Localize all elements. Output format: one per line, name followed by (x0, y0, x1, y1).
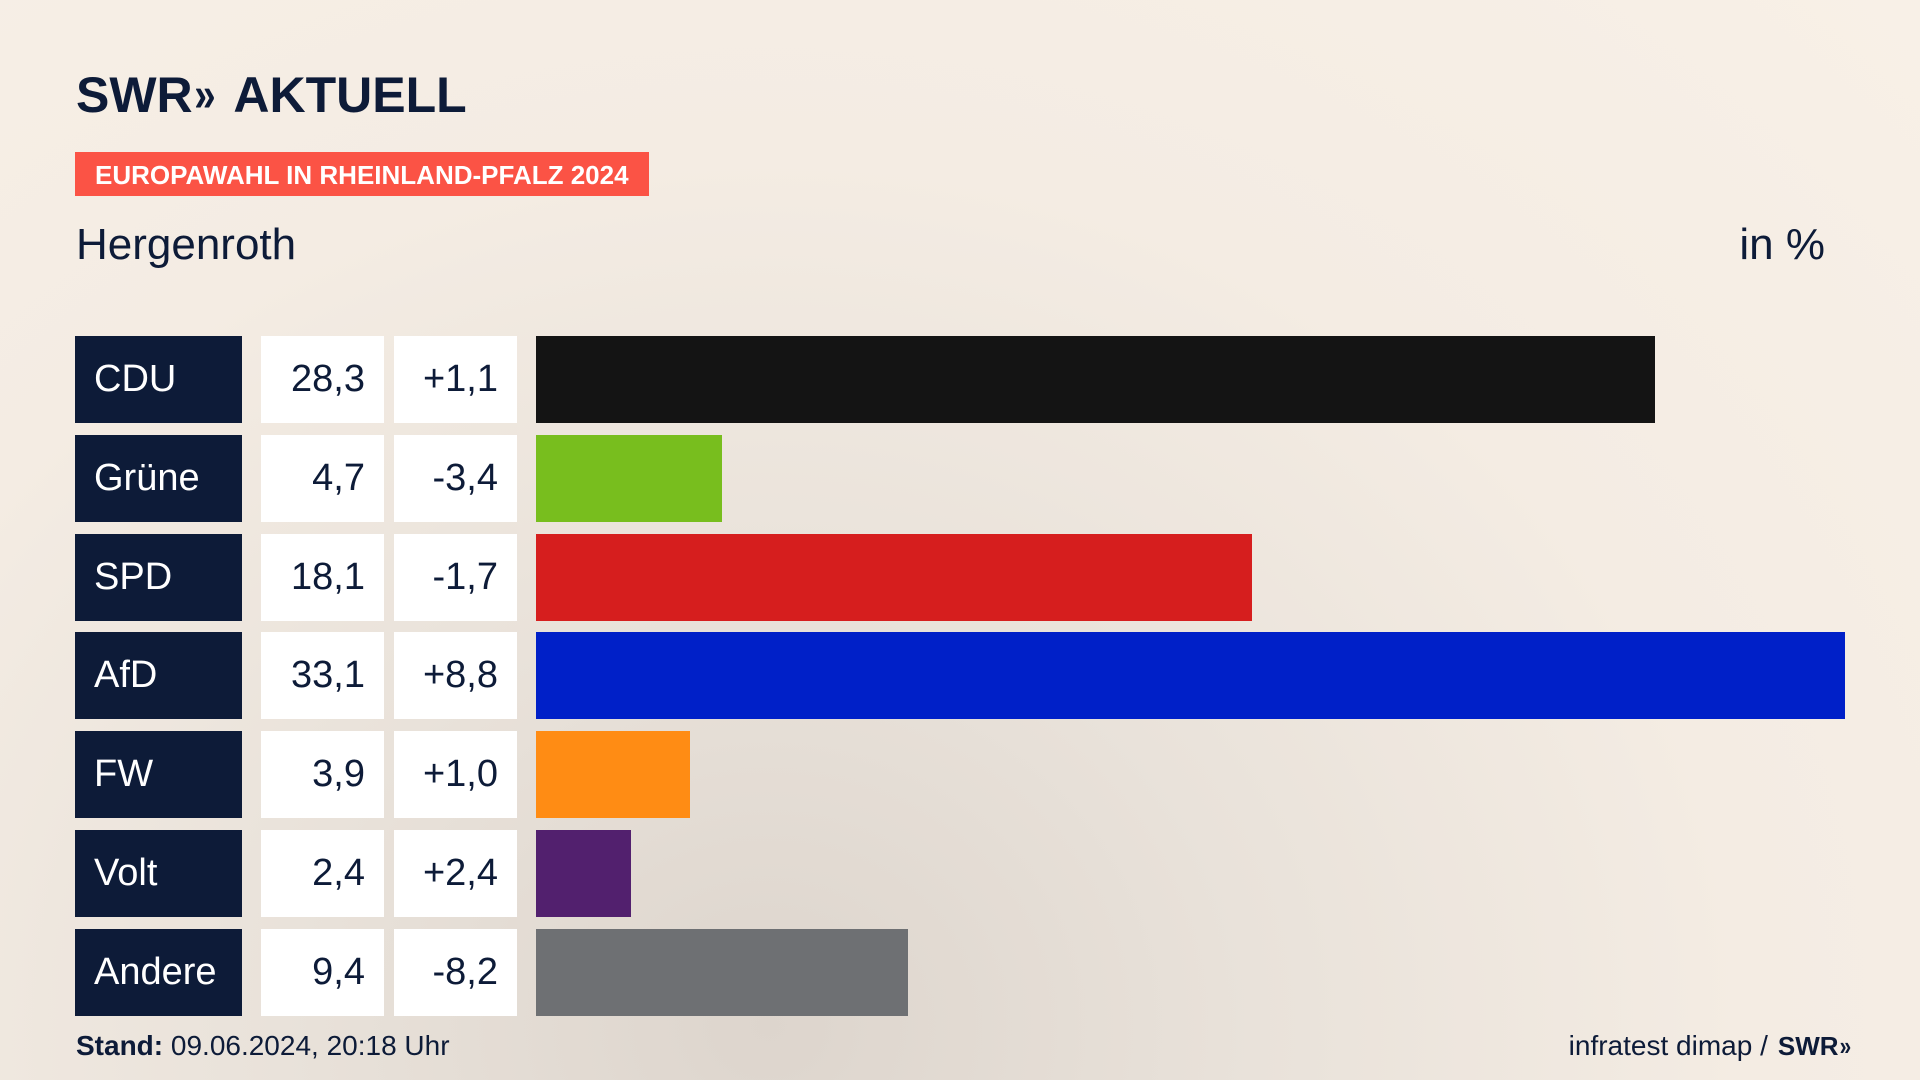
source-credit: infratest dimap / SWR » (1568, 1030, 1852, 1062)
vote-share-label: 3,9 (261, 731, 384, 819)
vote-share-label: 33,1 (261, 632, 384, 720)
result-bar (536, 632, 1845, 720)
timestamp-value: 09.06.2024, 20:18 Uhr (163, 1030, 450, 1061)
result-row: SPD 18,1 -1,7 (75, 533, 1845, 621)
result-row: AfD 33,1 +8,8 (75, 632, 1845, 720)
result-bar (536, 434, 722, 522)
change-label: +1,1 (394, 336, 517, 423)
party-label: Andere (75, 928, 242, 1016)
timestamp: Stand: 09.06.2024, 20:18 Uhr (76, 1030, 450, 1062)
source-text: infratest dimap / (1568, 1030, 1768, 1061)
party-label: SPD (75, 533, 242, 621)
logo-aktuell-text: AKTUELL (233, 67, 467, 123)
party-label: Grüne (75, 434, 242, 522)
source-chevron-icon: » (1839, 1030, 1851, 1061)
place-title: Hergenroth (76, 220, 297, 269)
result-row: Grüne 4,7 -3,4 (75, 434, 1845, 522)
vote-share-label: 18,1 (261, 533, 384, 621)
swr-aktuell-logo: SWR » AKTUELL (76, 66, 467, 124)
change-label: -1,7 (394, 533, 517, 621)
change-label: +2,4 (394, 830, 517, 917)
result-row: CDU 28,3 +1,1 (75, 336, 1845, 423)
logo-swr-text: SWR (76, 67, 193, 123)
result-row: FW 3,9 +1,0 (75, 731, 1845, 819)
result-bar (536, 731, 690, 819)
unit-label: in % (1739, 220, 1825, 269)
result-row: Andere 9,4 -8,2 (75, 928, 1845, 1016)
result-row: Volt 2,4 +2,4 (75, 830, 1845, 917)
vote-share-label: 28,3 (261, 336, 384, 423)
vote-share-label: 9,4 (261, 928, 384, 1016)
party-label: FW (75, 731, 242, 819)
change-label: +8,8 (394, 632, 517, 720)
timestamp-label: Stand: (76, 1030, 164, 1061)
source-swr-text: SWR (1777, 1030, 1839, 1061)
party-label: CDU (75, 336, 242, 423)
change-label: -3,4 (394, 434, 517, 522)
result-bar (536, 928, 908, 1016)
change-label: +1,0 (394, 731, 517, 819)
party-label: Volt (75, 830, 242, 917)
election-tag: EUROPAWAHL IN RHEINLAND-PFALZ 2024 (75, 152, 649, 196)
result-bar (536, 533, 1252, 621)
result-bar (536, 336, 1655, 423)
change-label: -8,2 (394, 928, 517, 1016)
logo-chevron-icon: » (193, 68, 215, 122)
vote-share-label: 4,7 (261, 434, 384, 522)
party-label: AfD (75, 632, 242, 720)
vote-share-label: 2,4 (261, 830, 384, 917)
result-bar (536, 830, 631, 917)
